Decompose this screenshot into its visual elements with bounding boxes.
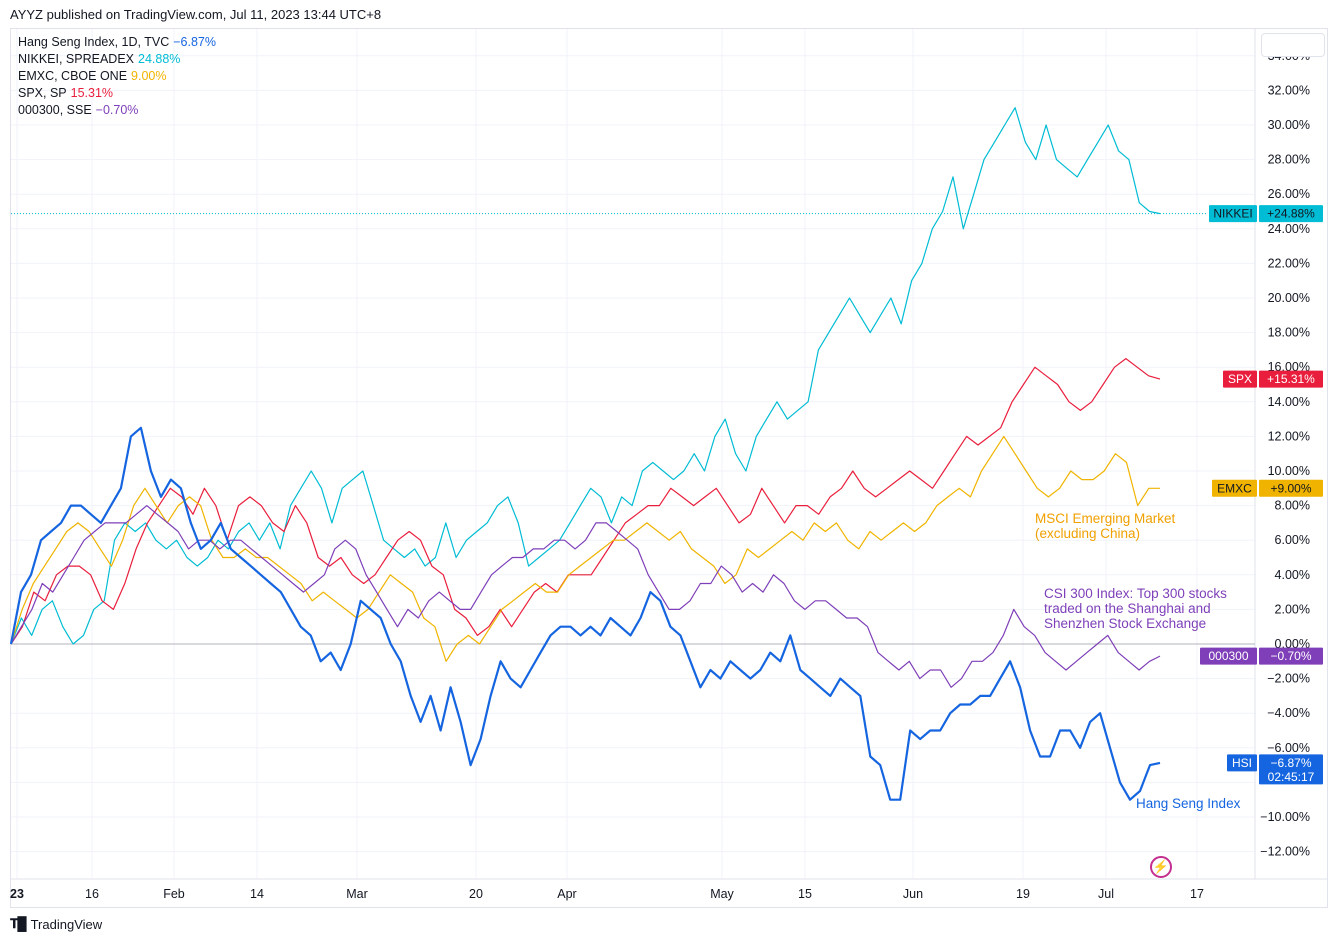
legend-row-spx[interactable]: SPX, SP 15.31% [18,85,216,102]
footer-brand-label: TradingView [30,916,103,932]
y-tick-label: 14.00% [1268,395,1310,409]
annotation-text: CSI 300 Index: Top 300 stocks [1044,586,1227,601]
footer-brand[interactable]: 𝐓█ TradingView [10,916,102,932]
y-tick-label: 4.00% [1275,568,1310,582]
y-tick-label: −12.00% [1260,845,1310,859]
legend-series-change: 15.31% [70,86,114,100]
y-tick-label: 24.00% [1268,222,1310,236]
y-tick-label: −4.00% [1267,706,1310,720]
y-tick-label: 8.00% [1275,499,1310,513]
annotation-text: MSCI Emerging Market [1035,511,1176,526]
badge-value-bg-hsi [1259,754,1323,785]
publisher-header: AYYZ published on TradingView.com, Jul 1… [10,7,382,22]
series-line-spx [10,358,1161,645]
series-line-hsi [9,426,1161,801]
badge-value-spx: +15.31% [1267,372,1315,386]
y-tick-label: 10.00% [1268,464,1310,478]
badge-value-bg-spx [1259,370,1323,388]
series-line-emxc [10,435,1160,662]
badge-name-bg-spx [1223,370,1257,388]
legend-row-000300[interactable]: 000300, SSE −0.70% [18,102,216,119]
tradingview-logo-icon: 𝐓█ [10,916,27,931]
annotation-text: (excluding China) [1035,526,1140,541]
x-tick-label: Apr [557,887,576,901]
annotation-text: Shenzhen Stock Exchange [1044,616,1206,631]
legend-series-name: NIKKEI, SPREADEX [18,52,135,66]
legend-series-name: Hang Seng Index, 1D, TVC [18,35,170,49]
chart-settings-button[interactable] [1261,33,1325,57]
chart-legend: Hang Seng Index, 1D, TVC −6.87% NIKKEI, S… [18,34,216,119]
badge-name-emxc: EMXC [1217,481,1252,495]
badge-name-nikkei: NIKKEI [1213,207,1252,221]
x-tick-label: 20 [469,887,483,901]
legend-row-hsi[interactable]: Hang Seng Index, 1D, TVC −6.87% [18,34,216,51]
legend-series-name: SPX, SP [18,86,67,100]
badge-name-000300: 000300 [1208,649,1248,663]
annotation-text: Hang Seng Index [1136,796,1241,811]
badge-value-bg-emxc [1259,479,1323,497]
x-tick-label: May [710,887,734,901]
y-tick-label: 30.00% [1268,118,1310,132]
y-tick-label: 20.00% [1268,291,1310,305]
legend-series-name: 000300, SSE [18,103,92,117]
x-tick-label: 17 [1190,887,1204,901]
series-line-nikkei [10,107,1161,645]
legend-series-change: 9.00% [131,69,167,83]
y-tick-label: 2.00% [1275,602,1310,616]
badge-name-bg-hsi [1227,754,1257,772]
y-tick-label: 28.00% [1268,153,1310,167]
y-tick-label: 32.00% [1268,83,1310,97]
y-tick-label: 6.00% [1275,533,1310,547]
legend-row-nikkei[interactable]: NIKKEI, SPREADEX 24.88% [18,51,216,68]
badge-name-bg-nikkei [1209,205,1257,223]
y-tick-label: 26.00% [1268,187,1310,201]
legend-row-emxc[interactable]: EMXC, CBOE ONE 9.00% [18,68,216,85]
lightning-icon[interactable]: ⚡ [1150,856,1172,878]
x-tick-label: 15 [798,887,812,901]
badge-value-000300: −0.70% [1270,649,1311,663]
x-tick-label: 23 [10,887,24,901]
y-tick-label: 12.00% [1268,429,1310,443]
badge-name-spx: SPX [1228,372,1252,386]
legend-series-change: 24.88% [138,52,181,66]
y-tick-label: −10.00% [1260,810,1310,824]
badge-value-emxc: +9.00% [1270,481,1311,495]
legend-series-change: −0.70% [95,103,139,117]
legend-series-name: EMXC, CBOE ONE [18,69,128,83]
y-tick-label: 0.00% [1275,637,1310,651]
x-tick-label: 14 [250,887,264,901]
legend-series-change: −6.87% [173,35,216,49]
badge-value-nikkei: +24.88% [1267,207,1315,221]
y-tick-label: −2.00% [1267,672,1310,686]
series-line-000300 [10,505,1161,688]
x-tick-label: 16 [85,887,99,901]
badge-value-bg-000300 [1259,647,1323,665]
badge-countdown-hsi: 02:45:17 [1268,770,1315,784]
x-tick-label: Jul [1098,887,1114,901]
annotation-text: traded on the Shanghai and [1044,601,1211,616]
y-tick-label: 18.00% [1268,326,1310,340]
badge-value-bg-nikkei [1259,205,1323,223]
y-tick-label: 22.00% [1268,256,1310,270]
badge-value-hsi: −6.87% [1270,756,1311,770]
chart-frame[interactable] [10,28,1328,908]
x-tick-label: 19 [1016,887,1030,901]
badge-name-bg-emxc [1212,479,1257,497]
y-tick-label: −6.00% [1267,741,1310,755]
badge-name-bg-000300 [1200,647,1257,665]
x-tick-label: Jun [903,887,923,901]
x-tick-label: Mar [346,887,368,901]
x-tick-label: Feb [163,887,185,901]
badge-name-hsi: HSI [1232,756,1252,770]
